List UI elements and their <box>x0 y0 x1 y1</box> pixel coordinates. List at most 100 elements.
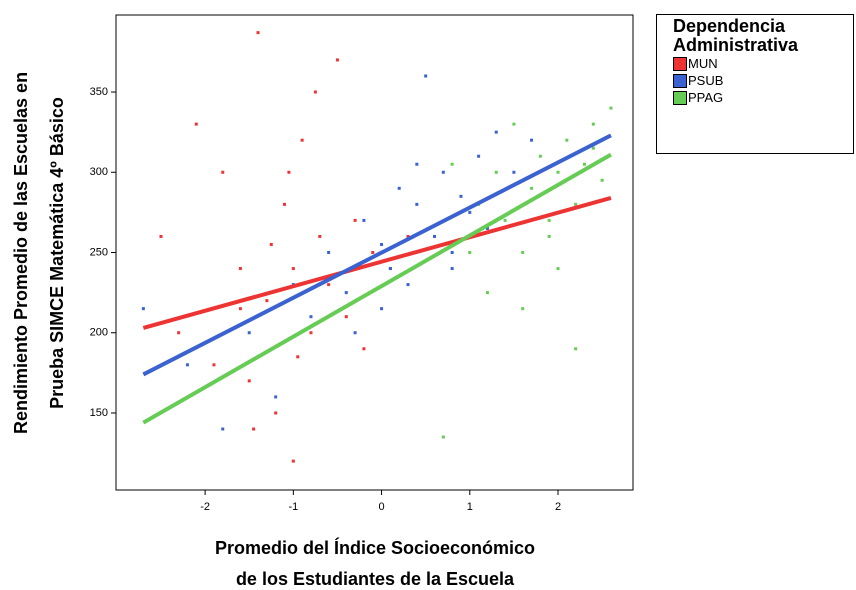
point <box>274 411 278 415</box>
point <box>591 146 595 150</box>
point <box>609 106 613 110</box>
point <box>450 267 454 271</box>
x-axis-title: de los Estudiantes de la Escuela <box>236 569 515 589</box>
plot-frame <box>115 14 634 491</box>
point <box>406 283 410 287</box>
point <box>485 291 489 295</box>
point <box>521 251 525 254</box>
point <box>313 90 317 94</box>
point <box>269 242 273 246</box>
point <box>538 154 542 158</box>
point <box>441 170 445 174</box>
point <box>185 363 189 367</box>
point <box>344 291 348 295</box>
point <box>353 331 357 335</box>
point <box>565 138 569 142</box>
x-tick-label: 2 <box>555 501 561 513</box>
point <box>247 379 251 383</box>
y-tick-label: 250 <box>90 246 108 258</box>
point <box>415 162 419 166</box>
point <box>177 331 181 335</box>
point <box>362 347 366 351</box>
point <box>265 299 269 303</box>
point <box>221 427 225 431</box>
legend-title: Dependencia Administrativa <box>673 16 799 55</box>
point <box>521 307 525 311</box>
point <box>344 315 348 319</box>
x-tick-label: -2 <box>200 501 210 513</box>
point <box>159 234 163 238</box>
point <box>450 162 454 166</box>
point <box>432 234 436 238</box>
point <box>388 267 392 271</box>
legend-swatch <box>673 56 687 71</box>
point <box>327 251 331 254</box>
point <box>274 395 278 399</box>
point <box>494 130 498 134</box>
point <box>291 459 295 463</box>
point <box>485 226 489 230</box>
legend-label: PPAG <box>688 90 724 105</box>
y-tick-label: 350 <box>90 86 108 98</box>
point <box>353 218 357 222</box>
point <box>318 234 322 238</box>
point <box>335 58 339 62</box>
point <box>371 251 375 254</box>
fit-line <box>142 196 612 330</box>
x-tick-label: -1 <box>288 501 298 513</box>
legend: Dependencia Administrativa MUN PSUB PPAG <box>656 14 854 154</box>
legend-item: PPAG <box>657 89 853 106</box>
fit-line <box>142 152 612 425</box>
point <box>287 170 291 174</box>
legend-swatch <box>673 73 687 88</box>
point <box>283 202 287 206</box>
fit-line <box>142 133 612 377</box>
point <box>380 242 384 246</box>
point <box>600 178 604 182</box>
y-tick-label: 300 <box>90 166 108 178</box>
legend-swatch <box>673 90 687 105</box>
point <box>556 267 560 271</box>
point <box>530 186 534 190</box>
point <box>547 234 551 238</box>
x-tick-label: 0 <box>378 501 384 513</box>
point <box>512 170 516 174</box>
point <box>574 202 578 206</box>
point <box>256 31 260 35</box>
point <box>468 251 472 254</box>
point <box>582 162 586 166</box>
y-tick-label: 200 <box>90 327 108 339</box>
point <box>291 267 295 271</box>
point <box>406 234 410 238</box>
point <box>503 218 507 222</box>
point <box>238 307 242 311</box>
point <box>547 218 551 222</box>
point <box>450 251 454 254</box>
x-axis-title: Promedio del Índice Socioeconómico <box>215 537 535 558</box>
point <box>300 138 304 142</box>
point <box>327 283 331 287</box>
point <box>141 307 145 311</box>
point <box>212 363 216 367</box>
point <box>415 202 419 206</box>
point <box>238 267 242 271</box>
point <box>194 122 198 126</box>
point <box>221 170 225 174</box>
y-axis-title: Rendimiento Promedio de las Escuelas en <box>11 72 31 434</box>
point <box>362 218 366 222</box>
legend-label: PSUB <box>688 73 724 88</box>
legend-label: MUN <box>688 56 718 71</box>
point <box>530 138 534 142</box>
point <box>424 74 428 78</box>
y-tick-label: 150 <box>90 407 108 419</box>
point <box>380 307 384 311</box>
y-axis-title: Prueba SIMCE Matemática 4º Básico <box>47 97 67 409</box>
point <box>296 355 300 359</box>
point <box>556 170 560 174</box>
point <box>512 122 516 126</box>
point <box>591 122 595 126</box>
point <box>468 210 472 214</box>
x-tick-label: 1 <box>467 501 473 513</box>
